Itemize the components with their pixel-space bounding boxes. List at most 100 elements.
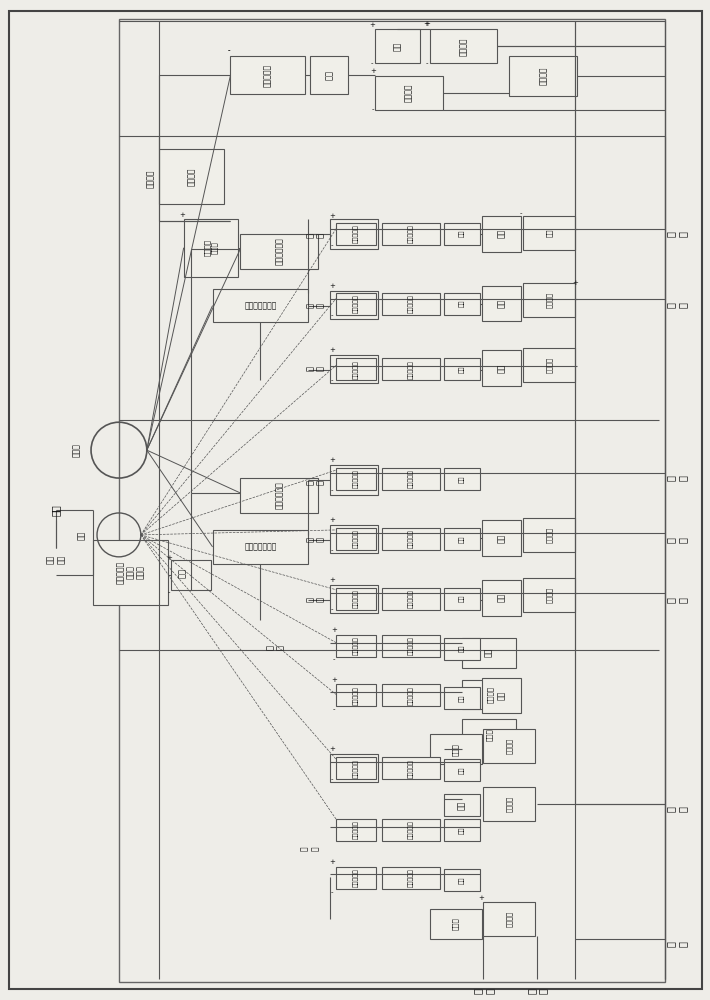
Text: 分流: 分流 (459, 535, 464, 543)
Text: 浓缩: 浓缩 (393, 42, 402, 51)
Text: 分液: 分液 (459, 826, 464, 834)
Text: 分流: 分流 (459, 366, 464, 373)
Bar (523, 216, 575, 250)
Bar (481, 580, 521, 616)
Text: 振动筛脱介: 振动筛脱介 (408, 360, 414, 379)
Text: 振动筛脱介: 振动筛脱介 (408, 224, 414, 243)
Text: -: - (331, 776, 333, 782)
Text: -: - (331, 243, 333, 249)
Text: 磁选: 磁选 (497, 364, 506, 373)
Text: 振动筛脱介: 振动筛脱介 (408, 759, 414, 778)
Text: 浓缩分级: 浓缩分级 (187, 167, 196, 186)
Bar (481, 520, 521, 556)
Text: 振动筛脱介: 振动筛脱介 (408, 589, 414, 608)
Bar (336, 468, 376, 490)
Bar (523, 518, 575, 552)
Text: 分流: 分流 (459, 475, 464, 483)
Text: 离心脱水: 离心脱水 (506, 796, 513, 812)
Bar (484, 729, 535, 763)
Bar (382, 468, 439, 490)
Bar (523, 578, 575, 612)
Text: +: + (572, 280, 578, 286)
Bar (375, 76, 442, 110)
Bar (444, 528, 479, 550)
Bar (481, 286, 521, 321)
Bar (382, 358, 439, 380)
Bar (212, 289, 308, 322)
Text: 介桶: 介桶 (484, 648, 493, 657)
Text: -: - (331, 547, 333, 553)
Bar (241, 234, 318, 269)
Text: 离心脱水: 离心脱水 (506, 911, 513, 927)
Bar (382, 635, 439, 657)
Text: 精
煤: 精 煤 (527, 988, 548, 994)
Text: 循环水池: 循环水池 (539, 67, 547, 85)
Bar (382, 867, 439, 889)
Bar (444, 358, 479, 380)
Text: 矸
石: 矸 石 (305, 233, 325, 238)
Bar (330, 355, 378, 383)
Text: 分级: 分级 (178, 568, 187, 578)
Bar (330, 525, 378, 553)
Text: 浮选: 浮选 (324, 70, 334, 80)
Text: 振动筛脱介: 振动筛脱介 (408, 821, 414, 839)
Bar (336, 867, 376, 889)
Text: -: - (371, 60, 373, 66)
Text: 弧形筛脱介: 弧形筛脱介 (353, 530, 359, 548)
Text: 中
煤: 中 煤 (666, 537, 687, 543)
Bar (430, 734, 481, 764)
Bar (336, 588, 376, 610)
Text: 补加介桶: 补加介桶 (487, 686, 493, 703)
Bar (382, 223, 439, 245)
Text: +: + (424, 21, 430, 27)
Text: 磁选: 磁选 (497, 229, 506, 238)
Text: 重介质旋流器: 重介质旋流器 (275, 237, 284, 265)
Text: +: + (166, 555, 172, 561)
Text: -: - (520, 210, 523, 216)
Bar (382, 588, 439, 610)
Text: 离心脱水: 离心脱水 (546, 527, 552, 543)
Text: -: - (333, 657, 335, 663)
Bar (93, 540, 168, 605)
Text: -: - (331, 313, 333, 319)
Bar (484, 787, 535, 821)
Text: 预先
筛分: 预先 筛分 (46, 555, 66, 564)
Text: -: - (331, 487, 333, 493)
Text: 重介质旋流器: 重介质旋流器 (275, 482, 284, 509)
Text: -: - (168, 589, 170, 595)
Bar (382, 293, 439, 315)
Text: 混
煤: 混 煤 (305, 597, 325, 602)
Bar (336, 635, 376, 657)
Text: 原煤: 原煤 (51, 504, 61, 516)
Bar (119, 19, 665, 982)
Text: 离心脱水: 离心脱水 (546, 587, 552, 603)
Text: 磁选: 磁选 (497, 593, 506, 602)
Text: -: - (227, 47, 230, 53)
Text: 振动筛脱介: 振动筛脱介 (408, 294, 414, 313)
Bar (212, 530, 308, 564)
Text: 循环水: 循环水 (72, 443, 81, 457)
Text: 精
煤: 精 煤 (666, 597, 687, 603)
Bar (170, 560, 211, 590)
Bar (382, 757, 439, 779)
Text: +: + (329, 457, 335, 463)
Text: 弧形筛脱介: 弧形筛脱介 (353, 686, 359, 705)
Text: +: + (329, 517, 335, 523)
Bar (481, 678, 521, 713)
Text: 磁选: 磁选 (497, 691, 506, 700)
Bar (241, 478, 318, 513)
Text: 磁选: 磁选 (497, 533, 506, 543)
Text: 弧形筛脱介: 弧形筛脱介 (353, 224, 359, 243)
Bar (310, 56, 348, 94)
Text: 弧形筛脱介: 弧形筛脱介 (353, 636, 359, 655)
Text: 磁选: 磁选 (457, 801, 466, 810)
Text: 尾
渣: 尾 渣 (666, 941, 687, 947)
Text: 振动筛脱介: 振动筛脱介 (408, 530, 414, 548)
Bar (444, 794, 479, 816)
Bar (430, 909, 481, 939)
Bar (444, 638, 479, 660)
Bar (462, 638, 516, 668)
Text: +: + (180, 212, 185, 218)
Bar (231, 56, 305, 94)
Text: 弧形筛脱介: 弧形筛脱介 (353, 759, 359, 778)
